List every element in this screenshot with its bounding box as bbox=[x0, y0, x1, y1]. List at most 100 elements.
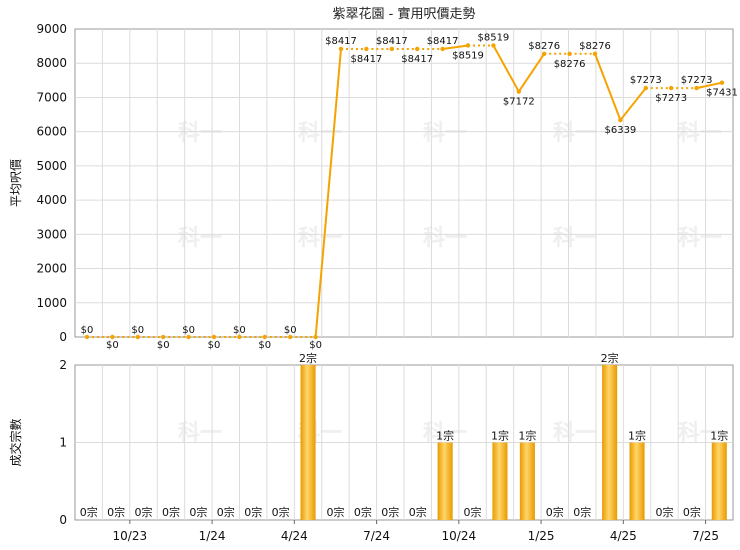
price-point bbox=[84, 334, 90, 340]
price-point-label: $7431 bbox=[706, 88, 738, 99]
volume-bar-label: 0宗 bbox=[683, 505, 701, 519]
price-point bbox=[262, 334, 267, 340]
price-point bbox=[135, 334, 140, 340]
price-point-label: $7172 bbox=[503, 97, 535, 108]
volume-bar bbox=[519, 442, 535, 520]
price-line-segment bbox=[517, 53, 546, 93]
price-point bbox=[161, 334, 166, 340]
volume-bar-label: 1宗 bbox=[710, 429, 728, 443]
price-line-segment bbox=[492, 44, 520, 93]
price-point bbox=[237, 334, 242, 340]
watermark-text: 科一 bbox=[298, 121, 342, 146]
volume-bar-label: 1宗 bbox=[628, 429, 646, 443]
price-point bbox=[592, 51, 598, 56]
price-point-label: $0 bbox=[182, 325, 195, 336]
price-point-label: $0 bbox=[258, 340, 271, 351]
top-y-tick-label: 3000 bbox=[36, 227, 67, 241]
price-point bbox=[491, 43, 496, 48]
price-point-label: $8417 bbox=[376, 36, 408, 47]
volume-bar-label: 2宗 bbox=[601, 351, 619, 365]
watermark-text: 科一 bbox=[423, 226, 467, 251]
price-point-label: $0 bbox=[81, 325, 94, 336]
top-y-tick-label: 9000 bbox=[36, 22, 67, 36]
watermark-text: 科一 bbox=[298, 226, 342, 251]
volume-bar-label: 0宗 bbox=[573, 505, 591, 519]
watermark-text: 科一 bbox=[553, 121, 597, 146]
price-point-label: $7273 bbox=[681, 75, 713, 86]
x-tick-label: 4/24 bbox=[281, 529, 308, 543]
volume-bar-label: 1宗 bbox=[491, 429, 509, 443]
price-point bbox=[465, 43, 471, 48]
volume-bar bbox=[492, 442, 508, 520]
x-tick-label: 7/25 bbox=[692, 529, 719, 543]
price-point-label: $0 bbox=[284, 325, 297, 336]
volume-bar-label: 0宗 bbox=[244, 505, 262, 519]
volume-bar-label: 0宗 bbox=[107, 505, 125, 519]
chart-title: 紫翠花園 - 實用呎價走勢 bbox=[333, 6, 476, 22]
watermark-text: 科一 bbox=[423, 421, 467, 446]
volume-bar-label: 2宗 bbox=[299, 351, 317, 365]
price-point bbox=[516, 89, 521, 94]
x-tick-label: 10/23 bbox=[113, 529, 148, 543]
price-point-label: $0 bbox=[131, 325, 144, 336]
price-point-label: $7273 bbox=[655, 93, 687, 104]
top-y-tick-label: 2000 bbox=[36, 262, 67, 276]
bottom-y-tick-label: 1 bbox=[59, 436, 67, 450]
volume-bar-label: 0宗 bbox=[80, 505, 98, 519]
price-line-segment bbox=[619, 87, 647, 121]
price-point-label: $8519 bbox=[477, 32, 509, 43]
top-y-tick-label: 5000 bbox=[36, 159, 67, 173]
volume-bar bbox=[711, 442, 727, 520]
x-tick-label: 4/25 bbox=[610, 529, 637, 543]
x-tick-label: 1/24 bbox=[199, 529, 226, 543]
top-y-tick-label: 6000 bbox=[36, 125, 67, 139]
volume-bar-label: 0宗 bbox=[546, 505, 564, 519]
volume-bar-label: 0宗 bbox=[272, 505, 290, 519]
price-point bbox=[288, 334, 293, 340]
volume-bar-label: 0宗 bbox=[409, 505, 427, 519]
top-y-axis-title: 平均呎價 bbox=[9, 159, 23, 207]
price-point bbox=[186, 334, 191, 340]
top-y-tick-label: 7000 bbox=[36, 90, 67, 104]
volume-bar-label: 0宗 bbox=[354, 505, 372, 519]
volume-bar-label: 0宗 bbox=[162, 505, 180, 519]
price-point bbox=[110, 334, 115, 340]
watermark-text: 科一 bbox=[178, 421, 222, 446]
top-y-tick-label: 1000 bbox=[36, 296, 67, 310]
price-point bbox=[719, 80, 725, 85]
top-y-tick-label: 0 bbox=[59, 330, 67, 344]
volume-bar-label: 0宗 bbox=[217, 505, 235, 519]
price-line-segment bbox=[594, 53, 622, 121]
watermark-text: 科一 bbox=[678, 421, 722, 446]
volume-bar-label: 0宗 bbox=[189, 505, 207, 519]
volume-bar bbox=[437, 442, 453, 520]
bottom-y-axis-title: 成交宗數 bbox=[8, 418, 23, 466]
volume-bar-label: 0宗 bbox=[135, 505, 153, 519]
bottom-y-tick-label: 0 bbox=[59, 513, 67, 527]
price-point-label: $0 bbox=[233, 325, 246, 336]
price-point-label: $6339 bbox=[604, 125, 636, 136]
price-point-label: $0 bbox=[309, 340, 322, 351]
price-point bbox=[313, 334, 318, 340]
price-point bbox=[415, 46, 420, 52]
watermark-text: 科一 bbox=[678, 226, 722, 251]
volume-bar-label: 0宗 bbox=[381, 505, 399, 519]
volume-bar-label: 1宗 bbox=[518, 429, 536, 443]
price-point-label: $8276 bbox=[528, 41, 560, 52]
price-point bbox=[542, 51, 547, 56]
volume-bar-label: 1宗 bbox=[436, 429, 454, 443]
price-point bbox=[567, 51, 572, 56]
price-point-label: $8276 bbox=[554, 59, 586, 70]
volume-bar bbox=[300, 365, 316, 520]
price-point-label: $8276 bbox=[579, 41, 611, 52]
bottom-y-tick-label: 2 bbox=[59, 358, 67, 372]
price-point-label: $8417 bbox=[325, 36, 357, 47]
watermark-text: 科一 bbox=[678, 121, 722, 146]
volume-bar bbox=[629, 442, 645, 520]
top-y-tick-label: 4000 bbox=[36, 193, 67, 207]
volume-bar-label: 0宗 bbox=[326, 505, 344, 519]
price-line-segment bbox=[314, 48, 342, 338]
top-y-tick-label: 8000 bbox=[36, 56, 67, 70]
